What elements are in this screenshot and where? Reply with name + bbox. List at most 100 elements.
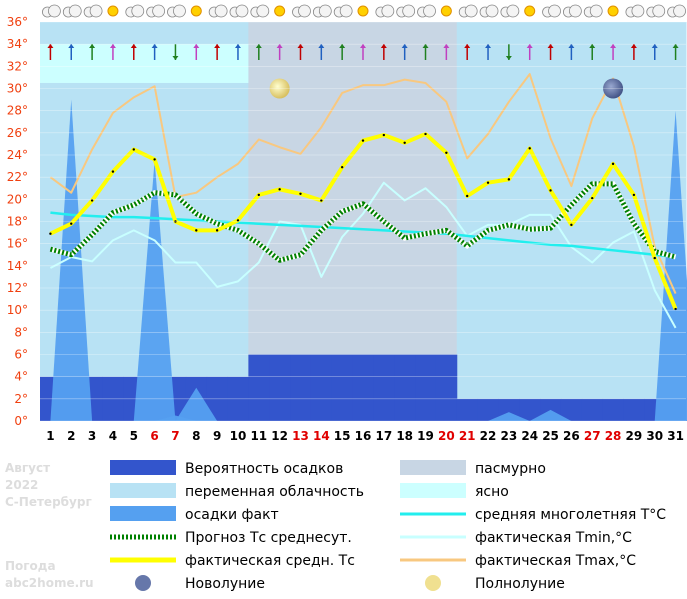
x-tick-label: 31 xyxy=(667,429,684,443)
wind-arrowhead-icon xyxy=(360,44,366,48)
cloud-icon xyxy=(298,4,311,18)
series-point xyxy=(528,147,531,150)
series-point xyxy=(674,307,677,311)
cloud-icon xyxy=(152,4,166,18)
series-point xyxy=(507,178,511,181)
series-point xyxy=(340,165,344,169)
series-point xyxy=(361,139,365,142)
x-tick-label: 10 xyxy=(230,429,247,443)
wind-arrowhead-icon xyxy=(464,44,471,48)
legend-label: Прогноз Тс среднесут. xyxy=(185,530,352,546)
precip-probability-bar xyxy=(581,398,604,421)
y-tick-label: 16° xyxy=(7,237,28,251)
series-point xyxy=(403,141,406,145)
precip-probability-bar xyxy=(519,398,541,421)
x-tick-label: 20 xyxy=(438,429,455,443)
wind-arrowhead-icon xyxy=(547,44,554,48)
x-tick-label: 14 xyxy=(313,429,330,443)
x-tick-label: 2 xyxy=(67,429,75,443)
precip-probability-bar xyxy=(435,354,458,421)
legend-label: фактическая Tmax,°C xyxy=(475,553,636,569)
precip-probability-bar xyxy=(352,354,374,421)
y-tick-label: 4° xyxy=(14,370,28,384)
series-point xyxy=(653,256,656,260)
legend-label: переменная облачность xyxy=(185,484,364,500)
cloud-icon xyxy=(464,4,478,18)
series-point xyxy=(611,162,615,166)
precip-probability-bar xyxy=(373,354,395,421)
wind-arrowhead-icon xyxy=(109,44,116,48)
wind-arrowhead-icon xyxy=(276,44,283,48)
series-point xyxy=(195,229,198,232)
x-tick-label: 21 xyxy=(459,429,476,443)
cloud-icon xyxy=(173,4,186,18)
x-tick-label: 16 xyxy=(355,429,372,443)
legend-swatch xyxy=(110,483,176,498)
wind-arrowhead-icon xyxy=(672,44,679,48)
sun-icon xyxy=(190,5,202,17)
precip-fact-spike xyxy=(175,387,218,421)
legend-label: средняя многолетняя T°C xyxy=(475,507,666,523)
cloud-icon xyxy=(48,4,61,18)
wind-arrowhead-icon xyxy=(130,44,137,48)
wind-arrowhead-icon xyxy=(380,44,387,48)
cloud-icon xyxy=(485,4,499,18)
y-tick-label: 26° xyxy=(7,126,28,140)
wind-arrowhead-icon xyxy=(485,44,492,48)
wind-arrowhead-icon xyxy=(610,44,617,48)
x-tick-label: 8 xyxy=(192,429,200,443)
x-tick-label: 23 xyxy=(501,429,518,443)
x-tick-label: 29 xyxy=(626,429,643,443)
city-label: С-Петербург xyxy=(5,495,92,509)
series-point xyxy=(465,194,469,198)
x-tick-label: 19 xyxy=(417,429,434,443)
x-tick-label: 5 xyxy=(130,429,138,443)
cloud-icon xyxy=(673,4,686,18)
wind-arrowhead-icon xyxy=(630,44,637,48)
series-point xyxy=(90,199,94,202)
wind-arrowhead-icon xyxy=(234,44,241,48)
wind-arrowhead-icon xyxy=(255,44,262,48)
x-tick-label: 11 xyxy=(250,429,267,443)
precip-fact-spike xyxy=(529,409,572,421)
weather-icons-row xyxy=(42,4,686,60)
cloud-icon xyxy=(631,4,645,18)
precip-probability-bar xyxy=(248,354,270,421)
cloud-icon xyxy=(381,4,395,18)
wind-arrowhead-icon xyxy=(568,44,575,48)
wind-arrowhead-icon xyxy=(505,56,512,60)
cloud-icon xyxy=(256,4,270,18)
clear-sky-band xyxy=(40,44,249,83)
sun-icon xyxy=(524,5,536,17)
series-point xyxy=(132,148,135,151)
brand-url-label: abc2home.ru xyxy=(5,576,94,590)
legend-swatch xyxy=(400,460,466,475)
series-point xyxy=(632,193,636,197)
precip-probability-bar xyxy=(560,398,583,421)
y-tick-label: 10° xyxy=(7,303,28,317)
series-point xyxy=(549,189,552,192)
series-point xyxy=(278,188,281,191)
legend-label: Новолуние xyxy=(185,576,265,592)
precip-probability-bar xyxy=(290,354,312,421)
series-point xyxy=(111,170,115,173)
cloud-icon xyxy=(568,4,582,18)
precip-probability-bar xyxy=(415,354,437,421)
series-line xyxy=(49,181,677,263)
cloud-icon xyxy=(423,4,436,18)
precip-probability-bar xyxy=(269,354,291,421)
series-point xyxy=(591,197,594,200)
full-moon-legend-icon xyxy=(425,575,441,591)
wind-arrowhead-icon xyxy=(47,44,54,48)
month-label: Август xyxy=(5,461,50,475)
x-tick-label: 28 xyxy=(605,429,622,443)
x-tick-label: 18 xyxy=(396,429,413,443)
y-tick-label: 12° xyxy=(7,281,28,295)
series-line xyxy=(49,73,677,294)
cloud-icon xyxy=(339,4,353,18)
x-tick-label: 15 xyxy=(334,429,351,443)
clear-sky-area xyxy=(40,44,249,83)
y-tick-label: 6° xyxy=(14,348,28,362)
series-point xyxy=(424,132,427,136)
